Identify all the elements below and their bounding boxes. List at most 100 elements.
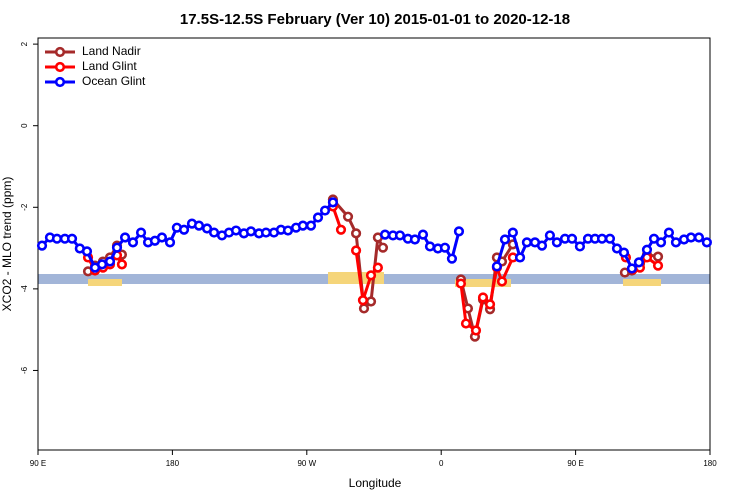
data-point	[365, 296, 377, 307]
y-tick-label: -2	[20, 203, 29, 211]
data-point	[551, 237, 563, 248]
data-point	[655, 237, 667, 248]
data-point	[116, 259, 128, 270]
data-point	[670, 237, 682, 248]
data-point	[164, 237, 176, 248]
legend-marker	[54, 61, 66, 73]
y-tick-label: 2	[20, 41, 29, 46]
data-point	[357, 295, 369, 306]
data-point	[596, 233, 608, 244]
data-point	[453, 226, 465, 237]
data-point	[335, 224, 347, 235]
data-point	[484, 299, 496, 310]
data-point	[51, 233, 63, 244]
data-point	[282, 225, 294, 236]
series	[36, 197, 712, 274]
data-point	[521, 237, 533, 248]
data-point	[507, 227, 518, 238]
data-point	[394, 230, 406, 241]
data-point	[652, 260, 664, 271]
x-tick-label: 90 E	[30, 459, 46, 468]
data-point	[455, 278, 467, 289]
data-point	[342, 211, 354, 222]
data-point	[104, 256, 116, 267]
data-point	[514, 252, 526, 263]
y-tick-label: 0	[20, 123, 29, 128]
data-point	[446, 253, 458, 264]
chart-title: 17.5S-12.5S February (Ver 10) 2015-01-01…	[180, 11, 570, 28]
data-point	[379, 229, 391, 240]
data-point	[460, 318, 472, 329]
y-tick-label: -6	[20, 366, 29, 374]
x-tick-label: 0	[439, 459, 444, 468]
data-point	[260, 227, 272, 238]
land-patch	[623, 279, 661, 286]
data-point	[604, 233, 616, 244]
data-point	[377, 242, 389, 253]
data-point	[618, 247, 630, 258]
legend-label: Land Glint	[82, 59, 137, 73]
data-point	[652, 251, 664, 262]
data-point	[81, 246, 93, 257]
data-point	[358, 303, 370, 314]
data-point	[66, 233, 78, 244]
data-point	[111, 242, 123, 253]
data-point	[208, 227, 220, 238]
y-tick-label: -4	[20, 285, 29, 293]
data-point	[496, 276, 508, 287]
data-point	[544, 230, 556, 241]
data-point	[193, 220, 205, 231]
data-point	[365, 270, 377, 281]
data-point	[245, 226, 257, 237]
data-point	[641, 244, 653, 255]
data-point	[201, 223, 213, 234]
data-point	[119, 232, 131, 243]
land-patch	[88, 279, 122, 286]
data-point	[297, 220, 309, 231]
x-tick-label: 180	[166, 459, 180, 468]
data-point	[372, 262, 383, 273]
legend-label: Ocean Glint	[82, 74, 146, 88]
x-tick-label: 90 W	[297, 459, 316, 468]
data-point	[685, 232, 697, 243]
data-point	[319, 205, 331, 216]
data-point	[312, 212, 324, 223]
data-point	[491, 261, 503, 272]
data-point	[701, 237, 712, 248]
data-point	[663, 227, 675, 238]
data-point	[327, 197, 339, 208]
data-point	[417, 229, 429, 240]
data-point	[350, 245, 362, 256]
data-point	[36, 240, 48, 251]
data-point	[633, 257, 645, 268]
legend-marker	[54, 46, 66, 58]
data-point	[611, 243, 623, 254]
data-point	[439, 242, 451, 253]
legend-marker	[54, 76, 66, 88]
data-point	[305, 220, 317, 231]
data-point	[470, 325, 482, 336]
data-point	[477, 292, 489, 303]
data-point	[127, 237, 139, 248]
y-axis-label: XCO2 - MLO trend (ppm)	[0, 177, 14, 312]
x-tick-label: 90 E	[567, 459, 583, 468]
data-point	[536, 240, 548, 251]
x-tick-label: 180	[703, 459, 717, 468]
data-point	[96, 259, 108, 270]
x-axis-label: Longitude	[349, 476, 402, 490]
data-point	[409, 234, 421, 245]
data-point	[499, 234, 511, 245]
data-point	[626, 263, 637, 274]
legend-label: Land Nadir	[82, 44, 141, 58]
data-point	[156, 232, 168, 243]
data-point	[350, 228, 362, 239]
data-point	[135, 227, 147, 238]
data-point	[230, 225, 242, 236]
data-point	[574, 241, 586, 252]
data-point	[693, 232, 705, 243]
data-point	[424, 241, 436, 252]
data-point	[566, 233, 578, 244]
land-patch	[455, 279, 511, 287]
data-point	[178, 224, 190, 235]
